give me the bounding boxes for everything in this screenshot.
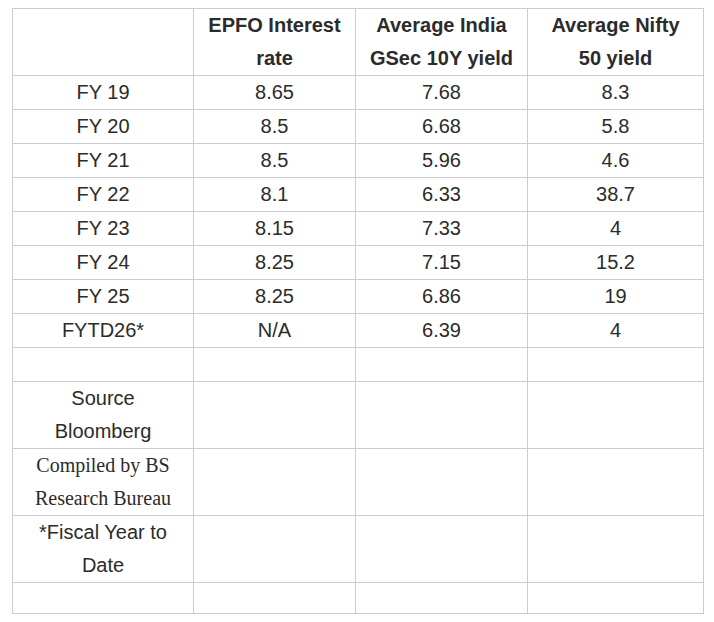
empty-cell	[194, 583, 356, 614]
spacer-row	[13, 348, 704, 382]
row-label: FY 22	[13, 178, 194, 212]
gsec-value: 6.33	[356, 178, 528, 212]
epfo-value: 8.25	[194, 246, 356, 280]
table-row: FY 25 8.25 6.86 19	[13, 280, 704, 314]
fiscal-note-row: *Fiscal Year to Date	[13, 516, 704, 583]
col-header-gsec: Average India GSec 10Y yield	[356, 9, 528, 76]
row-label: FY 19	[13, 76, 194, 110]
epfo-yield-table: EPFO Interest rate Average India GSec 10…	[12, 8, 704, 614]
empty-cell	[528, 348, 704, 382]
empty-cell	[528, 583, 704, 614]
spacer-row	[13, 583, 704, 614]
empty-cell	[194, 516, 356, 583]
col-header-epfo: EPFO Interest rate	[194, 9, 356, 76]
epfo-value: 8.5	[194, 144, 356, 178]
epfo-value: 8.5	[194, 110, 356, 144]
gsec-value: 7.15	[356, 246, 528, 280]
col-header-nifty: Average Nifty 50 yield	[528, 9, 704, 76]
epfo-value: N/A	[194, 314, 356, 348]
source-note: Source Bloomberg	[13, 382, 194, 449]
source-row: Source Bloomberg	[13, 382, 704, 449]
gsec-value: 6.68	[356, 110, 528, 144]
page: EPFO Interest rate Average India GSec 10…	[0, 0, 714, 622]
empty-cell	[194, 382, 356, 449]
row-label: FY 23	[13, 212, 194, 246]
gsec-value: 6.86	[356, 280, 528, 314]
gsec-value: 7.33	[356, 212, 528, 246]
empty-cell	[356, 449, 528, 516]
empty-cell	[194, 449, 356, 516]
empty-cell	[356, 583, 528, 614]
table-row: FY 20 8.5 6.68 5.8	[13, 110, 704, 144]
table-row: FY 24 8.25 7.15 15.2	[13, 246, 704, 280]
nifty-value: 15.2	[528, 246, 704, 280]
corner-cell	[13, 9, 194, 76]
epfo-value: 8.15	[194, 212, 356, 246]
compiled-row: Compiled by BS Research Bureau	[13, 449, 704, 516]
nifty-value: 8.3	[528, 76, 704, 110]
table-row: FY 21 8.5 5.96 4.6	[13, 144, 704, 178]
empty-cell	[356, 382, 528, 449]
nifty-value: 4	[528, 314, 704, 348]
empty-cell	[528, 382, 704, 449]
empty-cell	[528, 449, 704, 516]
empty-cell	[356, 516, 528, 583]
nifty-value: 4	[528, 212, 704, 246]
empty-cell	[194, 348, 356, 382]
row-label: FY 20	[13, 110, 194, 144]
nifty-value: 4.6	[528, 144, 704, 178]
row-label: FY 25	[13, 280, 194, 314]
epfo-value: 8.65	[194, 76, 356, 110]
table-row: FY 23 8.15 7.33 4	[13, 212, 704, 246]
empty-cell	[13, 348, 194, 382]
gsec-value: 7.68	[356, 76, 528, 110]
gsec-value: 6.39	[356, 314, 528, 348]
nifty-value: 5.8	[528, 110, 704, 144]
gsec-value: 5.96	[356, 144, 528, 178]
header-row: EPFO Interest rate Average India GSec 10…	[13, 9, 704, 76]
nifty-value: 38.7	[528, 178, 704, 212]
nifty-value: 19	[528, 280, 704, 314]
epfo-value: 8.25	[194, 280, 356, 314]
row-label: FY 24	[13, 246, 194, 280]
fiscal-note: *Fiscal Year to Date	[13, 516, 194, 583]
row-label: FYTD26*	[13, 314, 194, 348]
empty-cell	[528, 516, 704, 583]
empty-cell	[13, 583, 194, 614]
row-label: FY 21	[13, 144, 194, 178]
table-row: FYTD26* N/A 6.39 4	[13, 314, 704, 348]
empty-cell	[356, 348, 528, 382]
table-row: FY 19 8.65 7.68 8.3	[13, 76, 704, 110]
table-row: FY 22 8.1 6.33 38.7	[13, 178, 704, 212]
compiled-note: Compiled by BS Research Bureau	[13, 449, 194, 516]
epfo-value: 8.1	[194, 178, 356, 212]
